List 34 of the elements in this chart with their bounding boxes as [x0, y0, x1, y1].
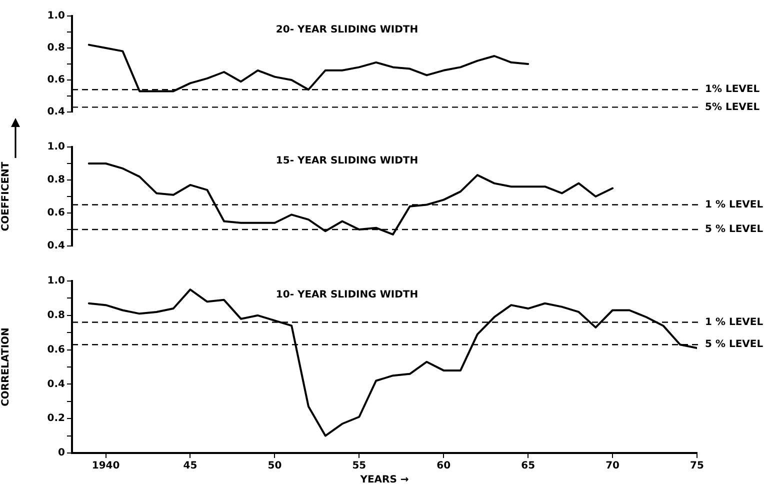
y-tick-label: 0.4 [47, 106, 66, 118]
x-tick-label: 45 [183, 460, 198, 472]
x-tick-label: 70 [606, 460, 620, 472]
y-tick-label: 0.6 [47, 344, 66, 356]
ref-line-label: 1% LEVEL [705, 84, 760, 96]
x-tick-label: 55 [352, 460, 366, 472]
y-tick-label: 1.0 [47, 10, 66, 22]
y-axis-title: COEFFICENT [0, 162, 12, 232]
x-axis-title: YEARS → [359, 474, 409, 486]
y-tick-label: 0.8 [47, 310, 66, 321]
y-tick-label: 0 [58, 448, 66, 459]
ref-line-label: 1 % LEVEL [705, 199, 764, 210]
text: 10- YEAR SLIDING WIDTH [276, 290, 418, 301]
text: 20- YEAR SLIDING WIDTH [276, 24, 418, 36]
y-tick-label: 0.6 [47, 74, 66, 86]
y-tick-label: 0.2 [47, 413, 66, 424]
x-tick-label: 50 [268, 460, 282, 472]
y-tick-label: 0.8 [47, 174, 66, 186]
text: 15- YEAR SLIDING WIDTH [276, 156, 418, 167]
ref-line-label: 5% LEVEL [705, 102, 760, 113]
y-tick-label: 0.6 [47, 208, 66, 219]
x-tick-label: 60 [436, 460, 451, 472]
y-tick-label: 1.0 [47, 276, 66, 287]
x-tick-label: 65 [521, 460, 536, 472]
y-tick-label: 1.0 [47, 142, 66, 153]
ref-line-label: 5 % LEVEL [705, 339, 764, 350]
y-tick-label: 0.4 [47, 378, 66, 390]
x-tick-label: 1940 [92, 460, 120, 472]
ref-line-label: 1 % LEVEL [705, 316, 764, 328]
x-tick-label: 75 [690, 460, 704, 472]
y-tick-label: 0.4 [47, 240, 66, 252]
y-tick-label: 0.8 [47, 42, 66, 54]
ref-line-label: 5 % LEVEL [705, 224, 764, 236]
y-axis-title: CORRELATION [0, 328, 12, 406]
